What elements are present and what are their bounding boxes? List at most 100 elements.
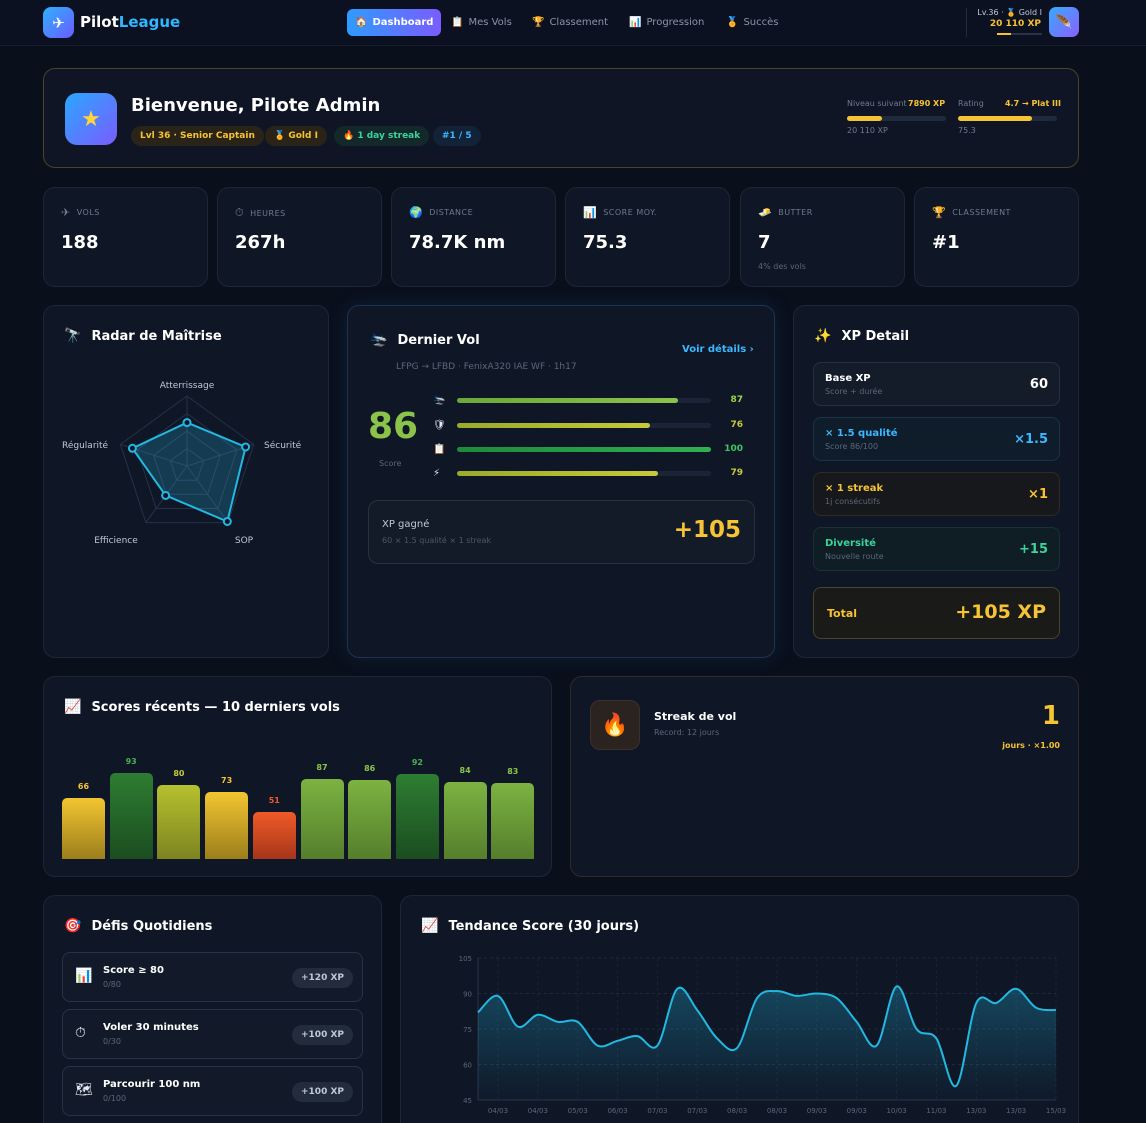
radar-chart: Atterrissage Sécurité SOP Efficience Régular…	[62, 381, 302, 546]
level-badge: Lvl 36 · Senior Captain	[131, 126, 264, 146]
radar-axis	[186, 465, 229, 523]
flight-score: 86	[368, 406, 419, 447]
challenge-xp-badge: +100 XP	[292, 1082, 353, 1102]
trend-ytick: 90	[463, 991, 472, 999]
chart-icon: 📊	[583, 206, 598, 219]
xp-item-quality: × 1.5 qualité Score 86/100 ×1.5	[813, 417, 1060, 461]
recent-scores-title: Scores récents — 10 derniers vols	[91, 699, 340, 715]
trend-ytick: 60	[463, 1062, 472, 1070]
radar-point	[182, 418, 192, 428]
stat-card-classement: 🏆 CLASSEMENT #1	[914, 187, 1079, 287]
stat-card-heures: ⏱ HEURES 267h	[217, 187, 382, 287]
nav-mes-vols[interactable]: 📋 Mes Vols	[451, 17, 512, 28]
radar-label: SOP	[235, 536, 254, 546]
trend-area	[478, 986, 1056, 1100]
butter-icon: 🧈	[758, 206, 773, 219]
last-flight-title: Dernier Vol	[397, 332, 480, 348]
welcome-card: ★ Bienvenue, Pilote Admin Lvl 36 · Senio…	[43, 68, 1079, 168]
clipboard-icon: 📋	[433, 443, 446, 455]
details-link[interactable]: Voir détails ›	[682, 344, 754, 355]
score-bar-label: 51	[268, 796, 280, 806]
app-logo[interactable]: PilotLeague	[80, 13, 181, 31]
score-bar	[157, 785, 201, 859]
score-row-landing: 🛬 87	[433, 394, 743, 406]
plane-logo-icon[interactable]: ✈	[43, 7, 74, 38]
trend-xtick: 08/03	[727, 1107, 747, 1115]
stat-card-butter: 🧈 BUTTER 7 4% des vols	[740, 187, 905, 287]
welcome-title: Bienvenue, Pilote Admin	[131, 95, 381, 116]
trophy-icon: 🏆	[532, 17, 545, 28]
user-avatar[interactable]: 🪶	[1049, 7, 1079, 37]
score-bar-label: 66	[77, 782, 90, 792]
trend-xtick: 09/03	[807, 1107, 827, 1115]
score-bar	[300, 778, 344, 859]
challenge-item[interactable]: 📊 Score ≥ 80 0/80 +120 XP	[62, 952, 363, 1002]
stat-value: 75.3	[583, 232, 628, 253]
trend-xtick: 13/03	[966, 1107, 986, 1115]
globe-icon: 🌍	[409, 206, 424, 219]
stat-label: HEURES	[250, 208, 286, 218]
trend-xtick: 06/03	[607, 1107, 627, 1115]
score-bar	[109, 773, 153, 859]
chart-icon: 📊	[75, 968, 93, 984]
radar-point	[241, 442, 251, 452]
streak-unit: jours · ×1.00	[1002, 741, 1060, 750]
trend-xtick: 04/03	[488, 1107, 508, 1115]
radar-point	[222, 516, 232, 526]
score-bar-label: 92	[411, 758, 423, 768]
nav-classement[interactable]: 🏆 Classement	[532, 17, 609, 28]
xp-detail-card: ✨ XP Detail Base XP Score + durée 60 × 1.…	[793, 305, 1079, 658]
trend-card: 📈 Tendance Score (30 jours) 105 90 75 60 45 04…	[400, 895, 1079, 1123]
score-bar-label: 80	[173, 769, 185, 779]
radar-label: Régularité	[62, 440, 109, 451]
radar-title: Radar de Maîtrise	[91, 328, 222, 344]
trend-xtick: 11/03	[926, 1107, 946, 1115]
trend-xtick: 15/03	[1046, 1107, 1066, 1115]
xp-item-streak: × 1 streak 1j consécutifs ×1	[813, 472, 1060, 516]
landing-icon: 🛬	[433, 394, 446, 406]
recent-scores-chart: 66 93 80 73 51 87 86 92 84 83	[62, 747, 535, 859]
score-bar	[252, 812, 296, 859]
trend-chart: 105 90 75 60 45 04/03 04/03 05/03 06/03 07/03 07/0…	[459, 955, 1066, 1115]
score-bar-label: 83	[507, 766, 519, 776]
score-bar	[205, 791, 249, 859]
stat-card-score: 📊 SCORE MOY. 75.3	[565, 187, 730, 287]
next-level-bar	[847, 116, 946, 121]
xp-item-diversity: Diversité Nouvelle route +15	[813, 527, 1060, 571]
stat-label: CLASSEMENT	[952, 208, 1011, 217]
trend-xtick: 08/03	[767, 1107, 787, 1115]
challenge-xp-badge: +100 XP	[292, 1025, 353, 1045]
score-bar	[348, 779, 392, 859]
trend-xtick: 07/03	[687, 1107, 707, 1115]
plane-landing-icon: 🛬	[370, 332, 388, 348]
xp-gained-value: +105	[673, 517, 741, 543]
daily-challenges-card: 🎯 Défis Quotidiens 📊 Score ≥ 80 0/80 +120…	[43, 895, 382, 1123]
user-xp: 20 110 XP	[989, 19, 1041, 29]
nav-progression[interactable]: 📊 Progression	[629, 17, 705, 28]
xp-gained-label: XP gagné	[382, 519, 430, 530]
xp-total-label: Total	[827, 607, 858, 620]
radar-grid	[169, 447, 205, 481]
rating-label: Rating	[958, 99, 984, 108]
challenge-item[interactable]: ⏱ Voler 30 minutes 0/30 +100 XP	[62, 1009, 363, 1059]
nav-succes[interactable]: 🏅 Succès	[726, 17, 779, 28]
chart-icon: 📊	[629, 17, 642, 28]
challenge-item[interactable]: 🗺 Parcourir 100 nm 0/100 +100 XP	[62, 1066, 363, 1116]
score-bar	[395, 774, 439, 859]
stat-label: BUTTER	[778, 208, 813, 217]
radar-point	[161, 490, 171, 500]
rating-bar	[958, 116, 1057, 121]
shield-icon: 🛡	[433, 419, 446, 431]
stat-sub: 4% des vols	[758, 262, 806, 271]
rating-sub: 75.3	[958, 126, 976, 135]
nav-dashboard[interactable]: 🏠 Dashboard	[347, 9, 442, 36]
radar-label: Efficience	[94, 536, 138, 546]
flight-route: LFPG → LFBD · FenixA320 IAE WF · 1h17	[396, 362, 577, 372]
score-bar-label: 87	[316, 762, 328, 772]
score-row-safety: 🛡 76	[433, 419, 743, 431]
score-bar	[62, 798, 105, 859]
home-icon: 🏠	[355, 17, 368, 28]
rank-badge: #1 / 5	[433, 126, 481, 146]
stopwatch-icon: ⏱	[235, 206, 245, 219]
challenge-xp-badge: +120 XP	[292, 968, 353, 988]
